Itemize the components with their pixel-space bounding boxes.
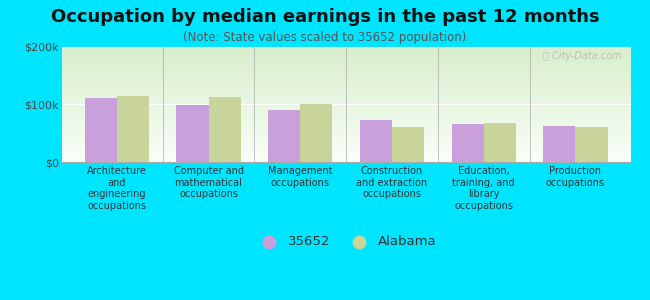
Text: ⓘ City-Data.com: ⓘ City-Data.com — [543, 51, 622, 61]
Bar — [575, 127, 608, 162]
Bar — [543, 126, 575, 162]
Bar — [452, 124, 484, 162]
Legend: 35652, Alabama: 35652, Alabama — [251, 230, 441, 253]
Bar — [360, 120, 392, 162]
Bar — [484, 123, 516, 162]
Text: Occupation by median earnings in the past 12 months: Occupation by median earnings in the pas… — [51, 8, 599, 26]
Text: (Note: State values scaled to 35652 population): (Note: State values scaled to 35652 popu… — [183, 32, 467, 44]
Bar — [176, 105, 209, 162]
Bar — [268, 110, 300, 162]
Bar — [300, 104, 332, 162]
Bar — [117, 96, 149, 162]
Bar — [84, 98, 117, 162]
Bar — [209, 97, 240, 162]
Bar — [392, 127, 424, 162]
